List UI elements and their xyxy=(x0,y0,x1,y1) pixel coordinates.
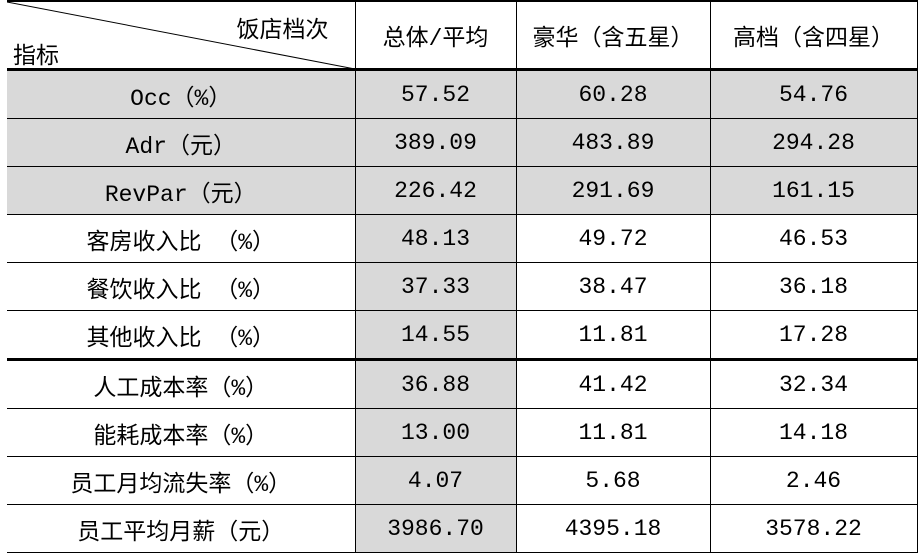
value-cell: 4395.18 xyxy=(515,504,711,553)
value-cell: 14.18 xyxy=(709,408,918,457)
table-row: 员工平均月薪（元） 3986.70 4395.18 3578.22 xyxy=(7,504,918,553)
value-cell: 38.47 xyxy=(515,262,711,311)
table-row: 客房收入比 （%） 48.13 49.72 46.53 xyxy=(7,214,918,263)
row-label: Occ（%） xyxy=(7,69,356,119)
corner-header-cell: 饭店档次 指标 xyxy=(7,0,356,71)
corner-top-label: 饭店档次 xyxy=(236,18,329,44)
row-label: 员工月均流失率（%） xyxy=(7,456,356,505)
value-cell: 291.69 xyxy=(515,166,711,215)
value-cell: 60.28 xyxy=(515,69,711,119)
value-cell: 11.81 xyxy=(515,408,711,457)
column-header-luxury: 豪华（含五星） xyxy=(515,0,711,71)
value-cell: 54.76 xyxy=(709,69,918,119)
value-cell: 2.46 xyxy=(709,456,918,505)
row-label: RevPar（元） xyxy=(7,166,356,215)
column-header-upscale: 高档（含四星） xyxy=(709,0,918,71)
table-row: 其他收入比 （%） 14.55 11.81 17.28 xyxy=(7,310,918,360)
row-label: 员工平均月薪（元） xyxy=(7,504,356,553)
value-cell: 3986.70 xyxy=(354,504,517,553)
table-row: Occ（%） 57.52 60.28 54.76 xyxy=(7,69,918,119)
value-cell: 36.88 xyxy=(354,358,517,409)
row-label: 其他收入比 （%） xyxy=(7,310,356,360)
table-row: 员工月均流失率（%） 4.07 5.68 2.46 xyxy=(7,456,918,505)
value-cell: 41.42 xyxy=(515,358,711,409)
value-cell: 13.00 xyxy=(354,408,517,457)
value-cell: 32.34 xyxy=(709,358,918,409)
corner-bottom-label: 指标 xyxy=(13,44,59,70)
column-header-overall: 总体/平均 xyxy=(354,0,517,71)
value-cell: 294.28 xyxy=(709,118,918,167)
value-cell: 3578.22 xyxy=(709,504,918,553)
value-cell: 49.72 xyxy=(515,214,711,263)
value-cell: 36.18 xyxy=(709,262,918,311)
value-cell: 11.81 xyxy=(515,310,711,360)
value-cell: 46.53 xyxy=(709,214,918,263)
value-cell: 48.13 xyxy=(354,214,517,263)
value-cell: 161.15 xyxy=(709,166,918,215)
value-cell: 226.42 xyxy=(354,166,517,215)
diagonal-divider xyxy=(7,2,355,69)
hotel-metrics-table: 饭店档次 指标 总体/平均 豪华（含五星） 高档（含四星） Occ（%） 57.5… xyxy=(7,0,918,553)
table-row: 人工成本率（%） 36.88 41.42 32.34 xyxy=(7,358,918,409)
row-label: 客房收入比 （%） xyxy=(7,214,356,263)
value-cell: 5.68 xyxy=(515,456,711,505)
table-row: 餐饮收入比 （%） 37.33 38.47 36.18 xyxy=(7,262,918,311)
table-row: Adr（元） 389.09 483.89 294.28 xyxy=(7,118,918,167)
row-label: Adr（元） xyxy=(7,118,356,167)
value-cell: 389.09 xyxy=(354,118,517,167)
value-cell: 37.33 xyxy=(354,262,517,311)
row-label: 能耗成本率（%） xyxy=(7,408,356,457)
value-cell: 4.07 xyxy=(354,456,517,505)
value-cell: 14.55 xyxy=(354,310,517,360)
value-cell: 483.89 xyxy=(515,118,711,167)
row-label: 餐饮收入比 （%） xyxy=(7,262,356,311)
value-cell: 57.52 xyxy=(354,69,517,119)
table-row: 能耗成本率（%） 13.00 11.81 14.18 xyxy=(7,408,918,457)
value-cell: 17.28 xyxy=(709,310,918,360)
header-row: 饭店档次 指标 总体/平均 豪华（含五星） 高档（含四星） xyxy=(7,0,918,71)
table-row: RevPar（元） 226.42 291.69 161.15 xyxy=(7,166,918,215)
row-label: 人工成本率（%） xyxy=(7,358,356,409)
